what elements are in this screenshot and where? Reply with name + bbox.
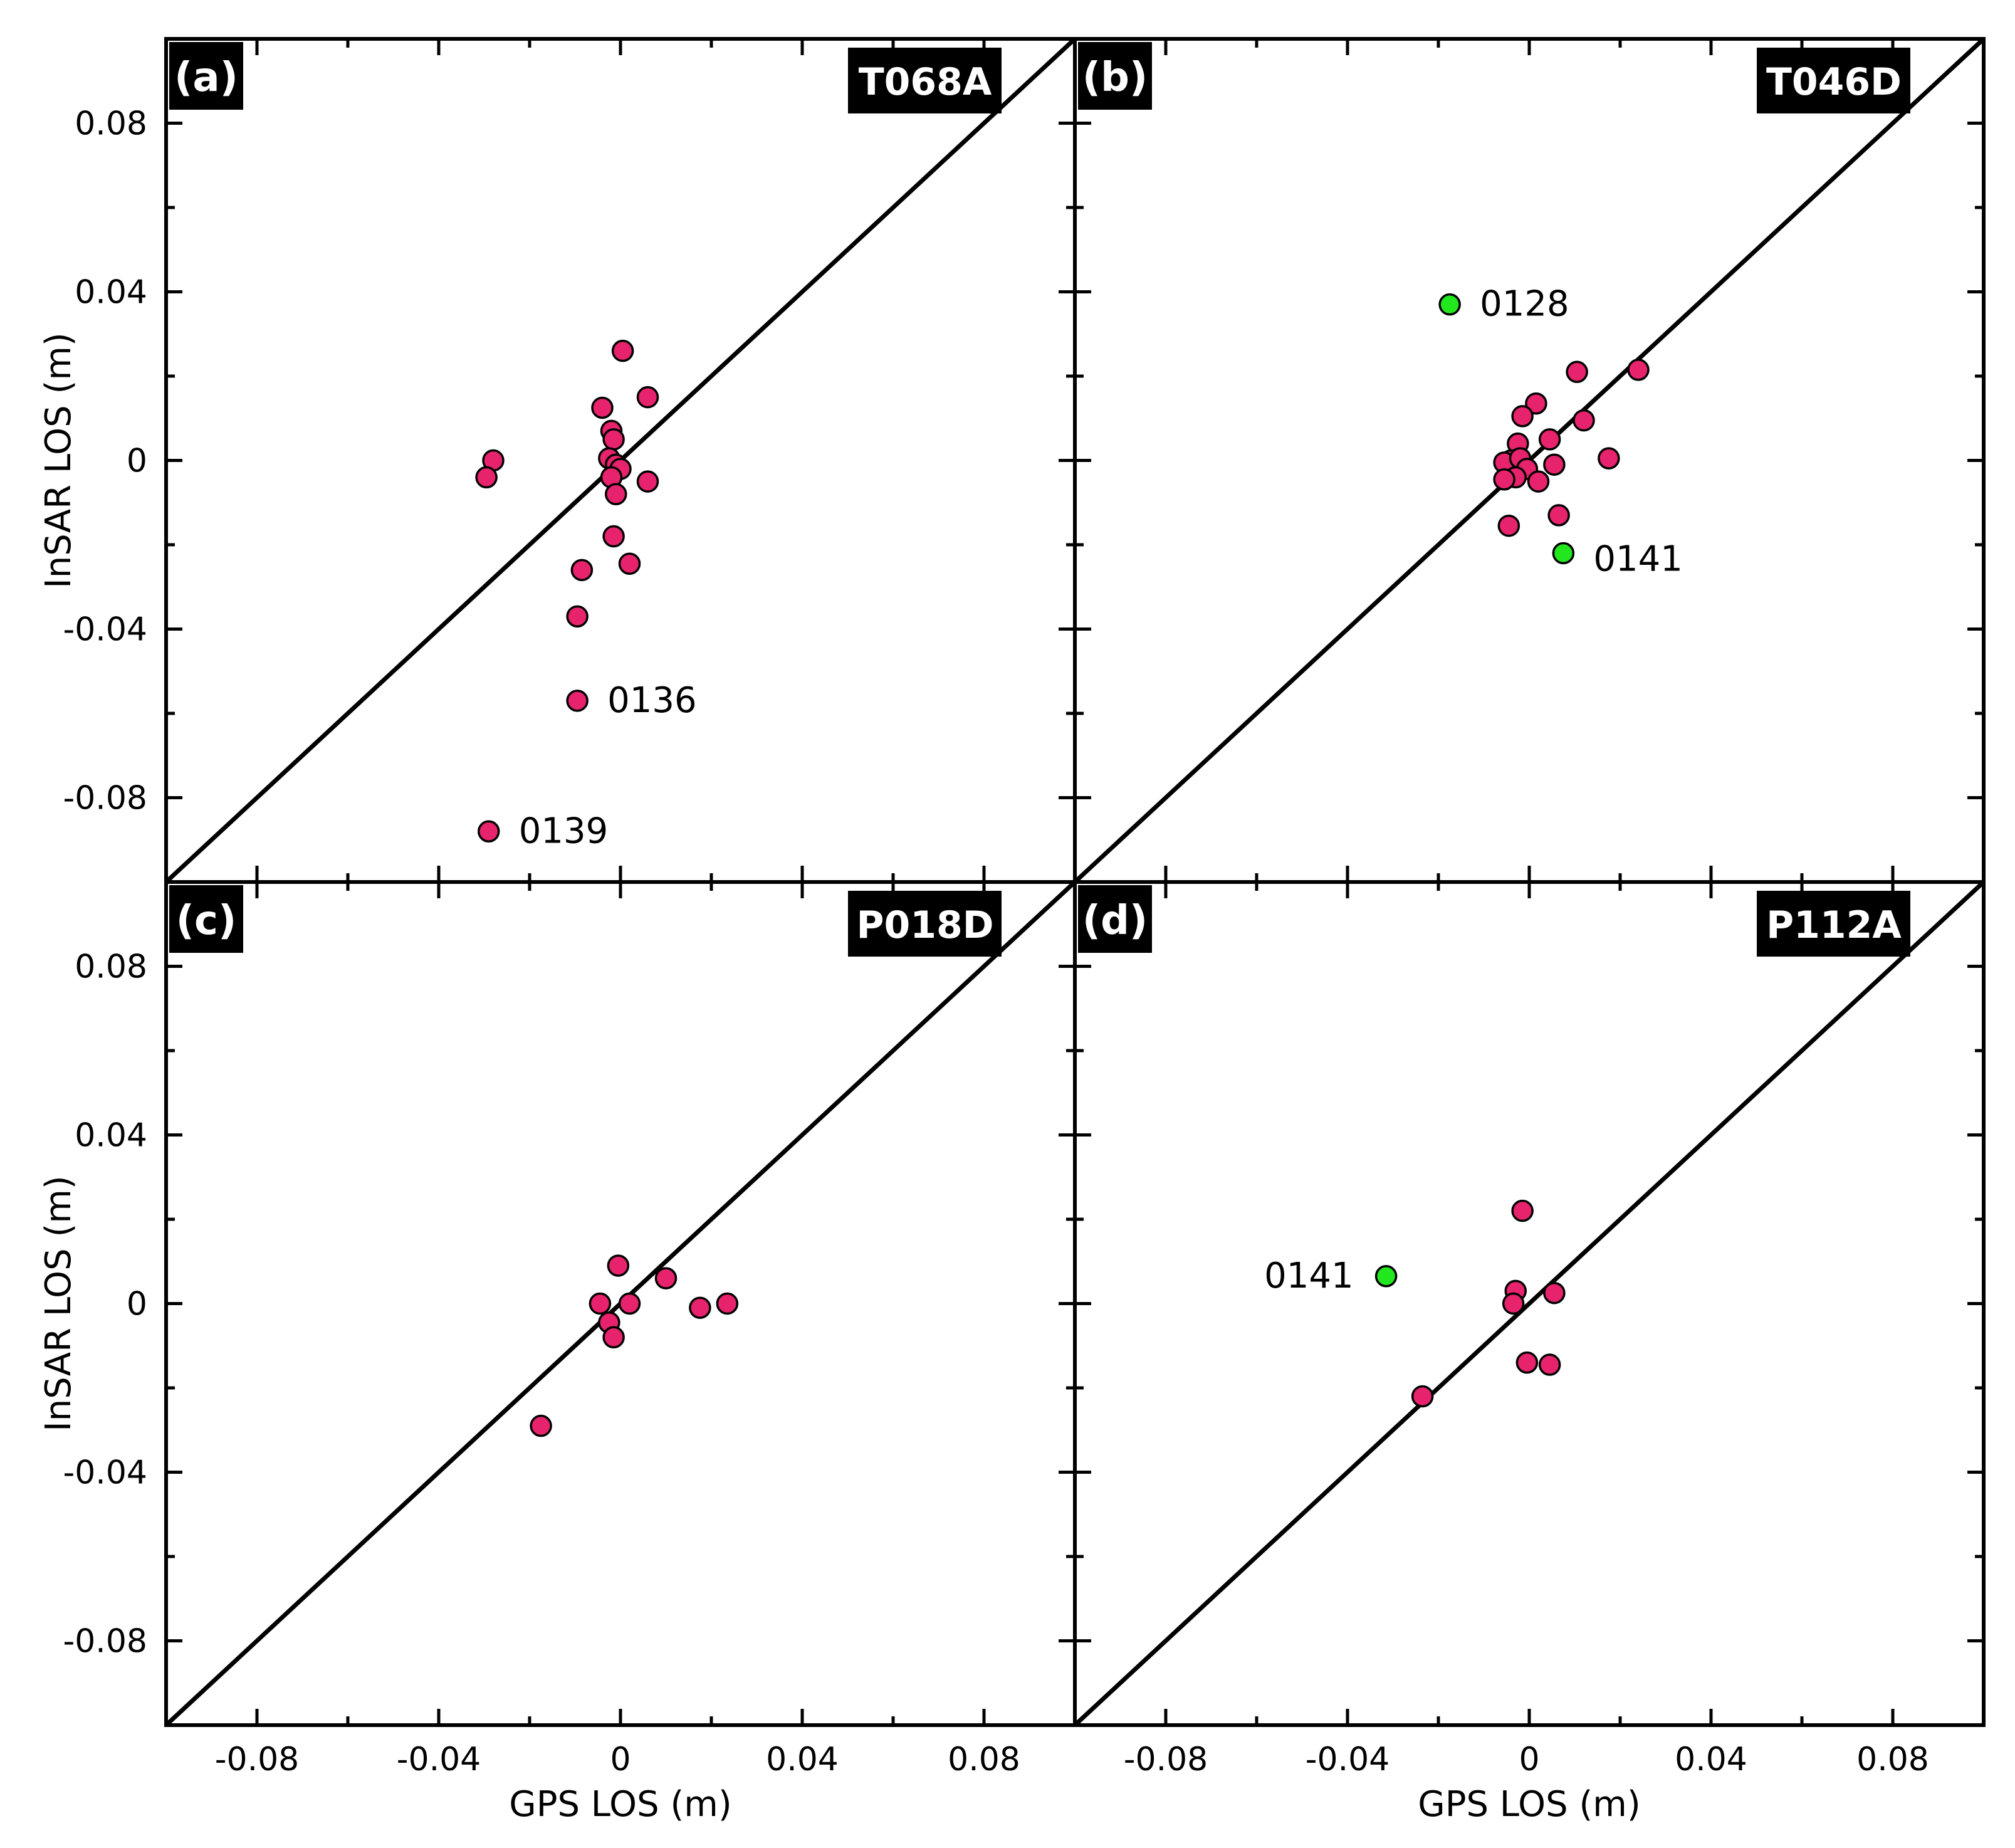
panel-c: 0.08 0.04 0 -0.04 -0.08 -0.08 -0.04 0 0.04 0.08 (c… — [63, 880, 1077, 1778]
y-tick-label: -0.04 — [63, 611, 147, 649]
data-point — [1538, 428, 1561, 451]
data-point — [1573, 409, 1595, 432]
panel-letter: (a) — [174, 55, 238, 101]
y-axis-title-top: InSAR LOS (m) — [38, 332, 79, 589]
data-point — [618, 1292, 641, 1315]
data-point — [618, 552, 641, 575]
x-tick-label: 0 — [1519, 1741, 1539, 1778]
panel-letter-bg — [169, 885, 243, 953]
one-to-one-line — [1073, 880, 1986, 1727]
y-tick-label: -0.08 — [63, 1623, 147, 1661]
x-axis-title-right: GPS LOS (m) — [1418, 1784, 1640, 1825]
track-name-bg — [848, 48, 1002, 113]
data-point — [602, 1326, 625, 1349]
x-tick-label: 0.08 — [948, 1741, 1020, 1778]
data-point — [1547, 504, 1570, 527]
point-label-0141: 0141 — [1264, 1256, 1354, 1296]
data-point — [530, 1414, 552, 1437]
x-tick-label: 0 — [610, 1741, 631, 1778]
highlight-data-point — [1438, 293, 1461, 316]
data-point — [1627, 359, 1650, 381]
x-tick-label: -0.08 — [215, 1741, 300, 1778]
data-point — [1497, 514, 1520, 537]
point-label-0141: 0141 — [1593, 538, 1683, 579]
data-point — [570, 559, 594, 582]
data-point — [602, 428, 625, 451]
y-tick-label: -0.04 — [63, 1454, 147, 1492]
data-point — [478, 820, 500, 843]
data-point — [654, 1267, 678, 1289]
point-label-0136: 0136 — [607, 680, 697, 721]
data-point — [602, 525, 625, 548]
panel-d: -0.08 -0.04 0 0.04 0.08 (d) P112A 0141 — [1073, 880, 1986, 1778]
panel-letter-bg — [169, 42, 243, 110]
point-label-0139: 0139 — [519, 811, 609, 851]
x-axis-title-left: GPS LOS (m) — [509, 1784, 731, 1825]
point-label-0128: 0128 — [1480, 284, 1569, 325]
panel-letter: (d) — [1082, 898, 1148, 944]
x-tick-label: -0.08 — [1124, 1741, 1208, 1778]
data-point — [1598, 447, 1620, 470]
data-point — [566, 605, 589, 628]
x-tick-label: -0.04 — [397, 1741, 481, 1778]
data-point — [607, 1254, 630, 1277]
y-axis-title-bottom: InSAR LOS (m) — [38, 1175, 79, 1432]
track-name-bg — [1757, 48, 1910, 113]
data-point — [716, 1292, 739, 1315]
panel-letter-bg — [1078, 42, 1152, 110]
track-name: T068A — [859, 60, 992, 104]
track-name: T046D — [1766, 60, 1902, 104]
x-tick-label: 0.04 — [766, 1741, 839, 1778]
panel-letter: (b) — [1082, 55, 1148, 101]
panel-frame — [1073, 880, 1986, 1727]
data-point — [636, 470, 659, 493]
data-point — [1527, 470, 1550, 493]
data-point — [1411, 1385, 1434, 1408]
data-point — [689, 1296, 711, 1319]
data-point — [636, 386, 659, 409]
y-tick-label: 0 — [127, 1286, 147, 1323]
y-tick-label: 0.08 — [75, 948, 147, 986]
highlight-data-point — [1374, 1265, 1398, 1288]
data-point — [566, 690, 589, 712]
data-point — [1566, 360, 1588, 384]
track-name-bg — [1757, 891, 1910, 957]
y-tick-label: -0.08 — [63, 780, 147, 817]
data-point — [1493, 468, 1515, 491]
track-name: P018D — [856, 903, 993, 947]
track-name-bg — [848, 891, 1002, 957]
x-tick-label: 0.04 — [1675, 1741, 1747, 1778]
data-point — [1511, 405, 1534, 428]
data-point — [1543, 453, 1566, 476]
data-point — [1502, 1292, 1525, 1315]
y-tick-label: 0.08 — [75, 105, 147, 143]
highlight-data-point — [1552, 542, 1575, 565]
data-point — [589, 1292, 612, 1315]
data-point — [1511, 1199, 1534, 1222]
y-tick-label: 0.04 — [75, 274, 147, 312]
data-point — [611, 339, 634, 362]
x-tick-label: 0.08 — [1856, 1741, 1929, 1778]
data-point — [1538, 1353, 1561, 1376]
panel-letter: (c) — [176, 898, 236, 944]
data-point — [1543, 1281, 1566, 1305]
data-point — [1515, 1351, 1539, 1374]
data-point — [475, 466, 498, 489]
data-point — [1525, 392, 1547, 415]
data-point — [605, 483, 627, 506]
track-name: P112A — [1766, 903, 1902, 947]
x-tick-label: -0.04 — [1306, 1741, 1390, 1778]
panel-b: (b) T046D 0128 0141 — [1073, 37, 1986, 884]
panel-a: 0.08 0.04 0 -0.04 -0.08 (a) T068A 0136 0139 — [63, 37, 1077, 884]
y-tick-label: 0 — [127, 443, 147, 480]
panel-letter-bg — [1078, 885, 1152, 953]
y-tick-label: 0.04 — [75, 1117, 147, 1155]
data-point — [591, 396, 614, 419]
